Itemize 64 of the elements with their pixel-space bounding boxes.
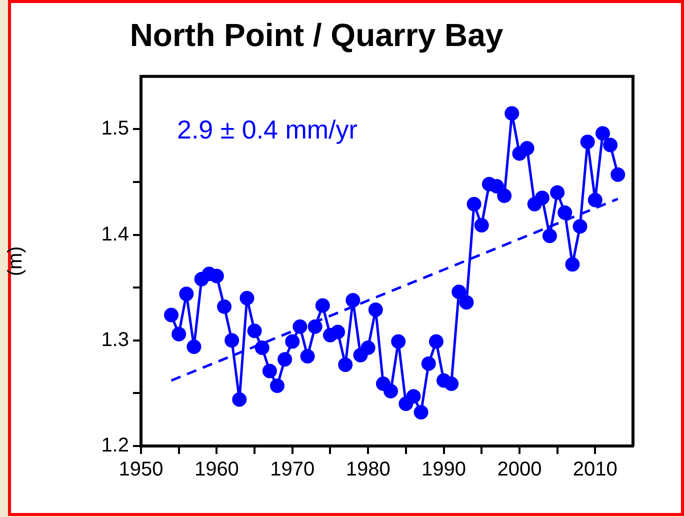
point [421, 356, 436, 371]
y-tick-label: 1.2 [101, 434, 129, 457]
y-tick-label: 1.3 [101, 328, 129, 351]
point [414, 404, 428, 420]
point [172, 326, 186, 342]
point [558, 205, 572, 220]
point [224, 333, 240, 348]
point [285, 334, 300, 349]
x-tick-label: 2000 [497, 458, 542, 481]
point [542, 228, 557, 244]
point [490, 178, 504, 194]
point [391, 334, 406, 349]
point [247, 324, 262, 338]
point [308, 319, 322, 334]
point [603, 138, 618, 152]
point [595, 126, 610, 141]
point [497, 188, 512, 203]
point [209, 268, 224, 284]
point [452, 284, 466, 300]
point [217, 299, 232, 314]
x-tick-label: 1950 [118, 458, 164, 481]
point [232, 392, 247, 407]
point [384, 384, 398, 398]
point [580, 134, 595, 150]
y-tick-label: 1.5 [101, 118, 129, 140]
point [572, 219, 588, 234]
point [459, 295, 474, 310]
x-tick-label: 2010 [572, 458, 618, 481]
point [179, 286, 194, 302]
point [428, 334, 444, 349]
point [278, 352, 292, 367]
point [534, 190, 550, 206]
point [610, 167, 626, 182]
point [164, 308, 179, 322]
point [315, 298, 330, 313]
x-tick-label: 1960 [194, 458, 239, 481]
chart-title: North Point / Quarry Bay [130, 17, 504, 54]
point [240, 290, 254, 306]
point [270, 378, 284, 394]
point [550, 185, 565, 200]
point [406, 389, 421, 404]
y-axis-title: (m) [4, 246, 27, 276]
point [565, 257, 580, 272]
x-tick-label: 1990 [422, 458, 466, 481]
point [588, 192, 602, 208]
point [444, 376, 459, 391]
point [254, 340, 270, 356]
point [330, 324, 346, 340]
point [300, 348, 315, 364]
y-tick-label: 1.4 [101, 223, 129, 246]
point [520, 140, 534, 156]
point [186, 339, 202, 354]
point [360, 340, 376, 356]
point [292, 319, 308, 334]
point [346, 293, 360, 308]
point [474, 218, 489, 233]
x-tick-label: 1970 [270, 458, 315, 481]
annotation: 2.9 ± 0.4 mm/yr [177, 114, 358, 145]
x-tick-label: 1980 [346, 458, 390, 481]
point [368, 302, 383, 318]
point [338, 357, 353, 372]
point [466, 196, 482, 212]
point [262, 364, 277, 378]
point [504, 106, 520, 121]
